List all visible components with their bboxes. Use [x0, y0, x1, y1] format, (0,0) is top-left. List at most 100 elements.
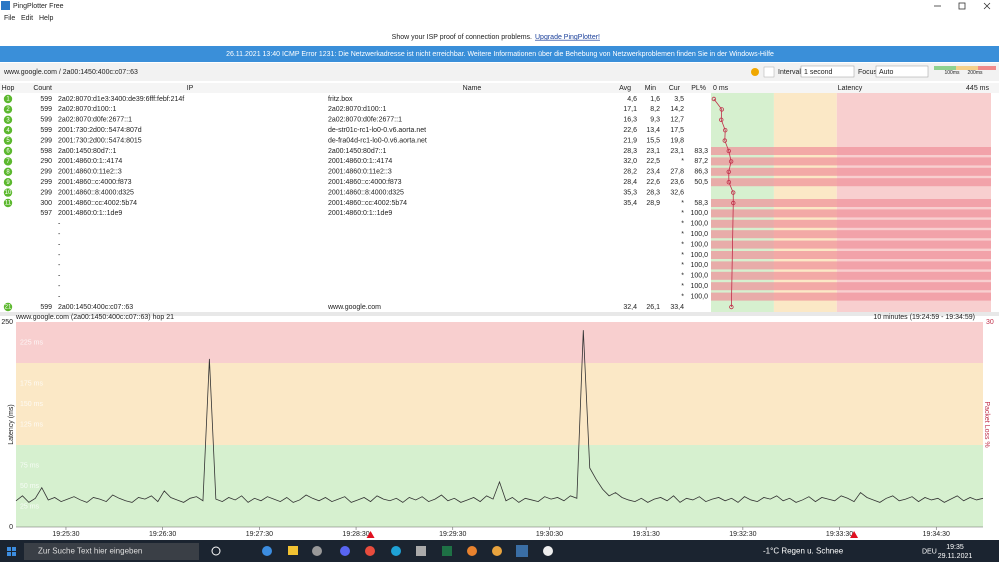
packet-loss-band: [711, 209, 991, 218]
packet-loss-band: [711, 199, 991, 207]
splitter[interactable]: [0, 312, 999, 316]
cell-ip: 2001:4860:0:1::4174: [58, 158, 122, 165]
cell-ip: 2a00:1450:400c:c07::63: [58, 304, 133, 311]
cell-min: 1,6: [650, 96, 660, 103]
hop-number: 9: [6, 180, 10, 186]
packet-loss-band: [711, 292, 991, 301]
cell-avg: 28,2: [623, 169, 637, 176]
packet-loss-band: [711, 261, 991, 270]
zone: [16, 445, 983, 527]
y-tick-label: 75 ms: [20, 462, 40, 469]
x-tick-label: 19:32:30: [729, 531, 756, 538]
latency-min-label: 0 ms: [713, 85, 729, 92]
window-title: PingPlotter Free: [13, 3, 64, 10]
clock-time[interactable]: 19:35: [946, 544, 964, 551]
chart-title: www.google.com (2a00:1450:400c:c07::63) …: [15, 314, 174, 321]
cell-cur: 23,6: [670, 179, 684, 186]
cell-count: 599: [40, 304, 52, 311]
avg-line: [713, 98, 734, 308]
column-header: Avg: [619, 85, 631, 92]
column-header: Count: [33, 85, 52, 92]
cell-ip: -: [58, 273, 61, 280]
pause-button[interactable]: [751, 68, 759, 76]
cell-cur: *: [681, 210, 684, 217]
cell-name: www.google.com: [327, 304, 381, 311]
hop-badge: [3, 94, 13, 104]
cell-pl: 86,3: [694, 169, 708, 176]
chart-subtitle: 10 minutes (19:24:59 - 19:34:59): [873, 314, 975, 321]
cell-cur: 32,6: [670, 189, 684, 196]
x-tick-label: 19:30:30: [536, 531, 563, 538]
cell-avg: 35,4: [623, 200, 637, 207]
cell-ip: -: [58, 283, 61, 290]
input-language[interactable]: DEU: [922, 548, 937, 555]
cell-min: 28,3: [646, 189, 660, 196]
cell-pl: 100,0: [690, 210, 708, 217]
y-tick-label: 250: [1, 319, 13, 326]
window-controls[interactable]: [934, 2, 991, 10]
hop-number: 4: [6, 128, 10, 134]
x-tick-label: 19:33:30: [826, 531, 853, 538]
hop-badge: [3, 105, 13, 114]
cell-count: 598: [40, 148, 52, 155]
menu-item[interactable]: Edit: [21, 15, 33, 22]
focus-select[interactable]: [875, 65, 929, 78]
search-box[interactable]: [24, 543, 199, 560]
cell-name: de-fra04d-rc1-lo0-0.v6.aorta.net: [328, 137, 427, 144]
taskbar-icons[interactable]: [7, 545, 553, 557]
hop-badge: [3, 136, 13, 145]
cell-pl: 100,0: [690, 273, 708, 280]
packet-loss-band: [711, 157, 991, 166]
hop-badge: [3, 157, 13, 166]
packet-loss-marker: [366, 531, 375, 538]
promo-link[interactable]: Upgrade PingPlotter!: [535, 34, 600, 41]
cell-pl: 100,0: [690, 221, 708, 228]
cell-pl: 100,0: [690, 252, 708, 259]
latency-max-label: 445 ms: [966, 85, 989, 92]
column-header: Name: [463, 85, 482, 92]
cell-name: 2001:4860::8:4000:d325: [328, 189, 404, 196]
hop-number: 5: [6, 138, 10, 144]
packet-loss-band: [711, 240, 991, 249]
cell-avg: 32,4: [623, 304, 637, 311]
hop-number: 7: [6, 159, 10, 165]
cell-min: 26,1: [646, 304, 660, 311]
cell-ip: 2001:730:2d00::5474:8015: [58, 137, 142, 144]
cell-cur: *: [681, 158, 684, 165]
cell-min: 9,3: [650, 117, 660, 124]
cell-count: 299: [40, 137, 52, 144]
target-host: www.google.com / 2a00:1450:400c:c07::63: [3, 69, 138, 76]
cell-cur: *: [681, 262, 684, 269]
threshold-label: 100ms: [944, 70, 960, 76]
cell-avg: 32,0: [623, 158, 637, 165]
cell-name: 2001:4860::cc:4002:5b74: [328, 200, 407, 207]
cell-avg: 16,3: [623, 117, 637, 124]
interval-value: 1 second: [804, 69, 833, 76]
cell-cur: 27,8: [670, 169, 684, 176]
menu-item[interactable]: File: [4, 15, 15, 22]
x-tick-label: 19:31:30: [633, 531, 660, 538]
clock-date[interactable]: 29.11.2021: [938, 553, 973, 560]
hop-badge: [3, 302, 13, 312]
column-header: IP: [187, 85, 194, 92]
y-tick-label: 50 ms: [20, 483, 40, 490]
cell-ip: 2a02:8070:d0fe:2677::1: [58, 117, 132, 124]
x-tick-label: 19:25:30: [52, 531, 79, 538]
play-menu[interactable]: [763, 66, 775, 78]
cell-count: 290: [40, 158, 52, 165]
cell-name: de-str01c-rc1-lo0-0.v6.aorta.net: [328, 127, 426, 134]
hop-number: 2: [6, 107, 10, 113]
column-header: Cur: [669, 85, 681, 92]
cell-ip: 2a02:8070:d100::1: [58, 106, 116, 113]
cell-cur: *: [681, 231, 684, 238]
interval-select[interactable]: [800, 65, 855, 78]
cell-name: 2001:4860:0:1::1de9: [328, 210, 392, 217]
cell-min: 13,4: [646, 127, 660, 134]
cell-cur: *: [681, 252, 684, 259]
packet-loss-band: [711, 167, 991, 176]
y-tick-label: 125 ms: [20, 421, 43, 428]
app-icon: [1, 1, 10, 10]
column-header: Min: [645, 85, 656, 92]
menu-item[interactable]: Help: [39, 15, 54, 22]
